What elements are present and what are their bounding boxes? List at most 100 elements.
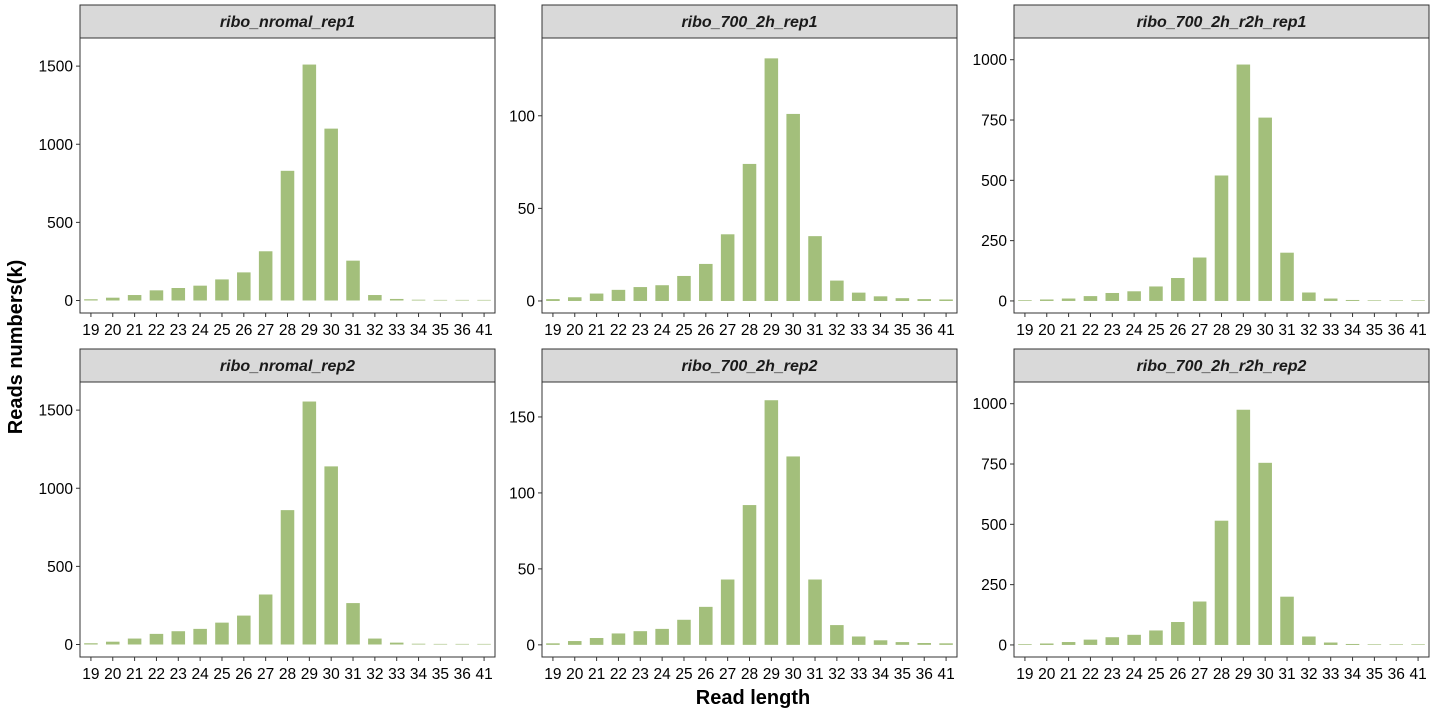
bar-30 [324, 466, 338, 645]
bar-32 [1302, 292, 1316, 301]
bar-23 [633, 631, 648, 645]
bar-19 [546, 643, 560, 645]
bar-27 [1192, 257, 1207, 301]
bar-22 [611, 289, 626, 301]
bar-28 [742, 505, 757, 645]
bar-27 [720, 579, 735, 645]
bar-30 [786, 456, 800, 645]
y-tick-label: 750 [981, 457, 1007, 474]
x-tick-label: 31 [806, 666, 823, 683]
x-tick-label: 32 [366, 322, 383, 339]
bar-23 [171, 631, 186, 645]
bar-34 [873, 640, 888, 645]
bar-35 [1367, 644, 1382, 645]
facet-strip [541, 4, 958, 39]
x-tick-label: 31 [806, 322, 823, 339]
x-tick-label: 27 [1191, 666, 1208, 683]
x-tick-label: 21 [1060, 322, 1077, 339]
x-tick-label: 36 [1388, 322, 1405, 339]
x-tick-label: 26 [235, 666, 252, 683]
x-tick-label: 23 [170, 322, 187, 339]
bar-41 [477, 299, 491, 301]
bar-41 [939, 299, 953, 301]
y-tick-label: 500 [47, 215, 73, 232]
x-tick-label: 41 [475, 322, 492, 339]
x-tick-label: 29 [301, 322, 318, 339]
y-tick-label: 0 [526, 637, 535, 654]
x-tick-label: 24 [654, 322, 672, 339]
bar-21 [1061, 642, 1076, 645]
bar-23 [1105, 292, 1120, 301]
x-tick-label: 21 [126, 666, 143, 683]
bar-36 [1389, 644, 1404, 645]
y-tick-label: 250 [981, 233, 1007, 250]
bar-25 [1149, 630, 1163, 645]
bar-20 [567, 641, 582, 645]
x-tick-label: 41 [475, 666, 492, 683]
bar-24 [655, 285, 669, 301]
x-tick-label: 21 [126, 322, 143, 339]
bar-19 [84, 299, 98, 301]
bar-23 [171, 288, 186, 301]
x-tick-label: 31 [344, 666, 361, 683]
bar-30 [1258, 117, 1272, 301]
bar-29 [302, 64, 317, 301]
panel-ribo_700_2h_r2h_rep2: ribo_700_2h_r2h_rep2 0 250 500 750 1000 19 20 21… [973, 348, 1430, 683]
x-tick-label: 41 [1409, 322, 1426, 339]
bar-24 [655, 628, 669, 645]
bar-21 [1061, 298, 1076, 301]
x-tick-label: 33 [1322, 322, 1339, 339]
x-tick-label: 41 [937, 322, 954, 339]
bar-26 [237, 615, 251, 645]
x-tick-label: 25 [1147, 322, 1164, 339]
y-tick-label: 0 [64, 293, 73, 310]
x-tick-label: 32 [828, 666, 845, 683]
x-tick-label: 24 [1126, 322, 1144, 339]
facet-strip [1013, 348, 1430, 383]
x-tick-label: 28 [279, 322, 296, 339]
x-tick-label: 27 [719, 666, 736, 683]
x-tick-label: 29 [1235, 322, 1252, 339]
y-tick-label: 1000 [39, 481, 74, 498]
x-tick-label: 19 [1016, 666, 1033, 683]
bar-25 [1149, 286, 1163, 301]
bar-29 [764, 58, 779, 301]
x-tick-label: 19 [1016, 322, 1033, 339]
bar-19 [1018, 300, 1032, 301]
y-tick-label: 50 [518, 201, 536, 218]
facet-title: ribo_700_2h_rep1 [681, 14, 817, 31]
bar-22 [1083, 296, 1098, 301]
panel-ribo_700_2h_r2h_rep1: ribo_700_2h_r2h_rep1 0 250 500 750 1000 19 20 21… [973, 4, 1430, 339]
x-tick-label: 28 [279, 666, 296, 683]
bar-20 [567, 297, 582, 301]
bar-32 [368, 295, 382, 301]
x-tick-label: 26 [1169, 666, 1186, 683]
x-tick-label: 32 [366, 666, 383, 683]
bar-29 [764, 400, 779, 645]
x-tick-label: 20 [566, 666, 584, 683]
bar-25 [215, 622, 229, 645]
x-tick-label: 32 [1300, 666, 1317, 683]
x-tick-label: 35 [1366, 322, 1383, 339]
bar-31 [1280, 596, 1294, 645]
bar-27 [1192, 601, 1207, 645]
bar-35 [1367, 300, 1382, 301]
x-tick-label: 33 [388, 322, 405, 339]
bar-22 [1083, 639, 1098, 645]
y-tick-label: 250 [981, 577, 1007, 594]
x-tick-label: 27 [257, 666, 274, 683]
x-tick-label: 22 [1082, 666, 1099, 683]
x-tick-label: 35 [894, 322, 911, 339]
bar-22 [149, 633, 164, 645]
facet-title: ribo_700_2h_r2h_rep1 [1137, 14, 1307, 31]
bar-19 [84, 643, 98, 645]
x-tick-label: 23 [632, 322, 649, 339]
x-tick-label: 27 [719, 322, 736, 339]
x-tick-label: 29 [763, 322, 780, 339]
x-tick-label: 32 [828, 322, 845, 339]
x-tick-label: 24 [1126, 666, 1144, 683]
bar-36 [917, 643, 932, 645]
x-tick-label: 31 [344, 322, 361, 339]
